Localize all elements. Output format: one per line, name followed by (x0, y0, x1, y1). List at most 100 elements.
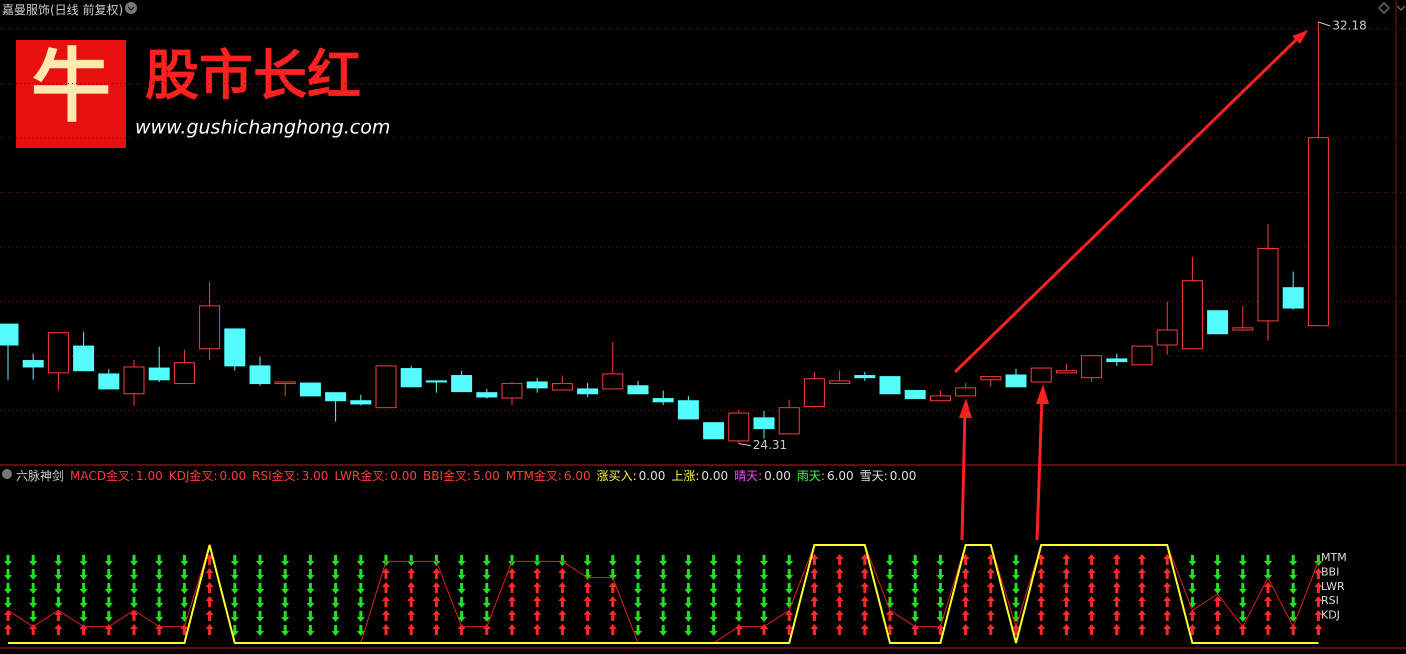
candle-body (299, 382, 321, 397)
indicator-value: 0.00 (701, 469, 729, 483)
down-arrow (1213, 569, 1222, 580)
down-arrow (180, 555, 189, 566)
indicator-name: KDJ金叉: (168, 469, 218, 483)
up-arrow (205, 582, 214, 593)
down-arrow (634, 625, 642, 636)
down-arrow (936, 569, 945, 580)
up-arrow (407, 582, 416, 593)
candle-body (526, 381, 548, 389)
up-arrow (1289, 624, 1298, 635)
up-arrow (533, 610, 542, 621)
low-label: 24.31 (753, 438, 787, 452)
candle-body (1257, 248, 1279, 322)
up-arrow (810, 568, 819, 579)
up-arrow (382, 568, 390, 579)
row-label: LWR (1321, 580, 1345, 593)
up-arrow (1213, 596, 1222, 607)
up-arrow (810, 582, 819, 593)
down-arrow (104, 569, 113, 580)
up-arrow (1037, 610, 1046, 621)
down-arrow (482, 597, 491, 608)
up-arrow (810, 624, 819, 635)
indicator-value: 0.00 (390, 469, 417, 483)
up-arrow (508, 568, 516, 579)
up-arrow (1264, 582, 1272, 593)
candle-body (47, 332, 69, 374)
up-arrow (583, 610, 592, 621)
up-arrow (407, 610, 416, 621)
down-arrow (432, 555, 441, 566)
up-arrow (961, 582, 970, 593)
indicator-header: 六脉神剑 MACD金叉: 1.00 KDJ金叉: 0.00 RSI金叉: 3.00 LWR金… (16, 467, 916, 484)
up-arrow (1213, 610, 1222, 621)
candle-body (778, 407, 800, 435)
dropdown-icon[interactable] (2, 469, 12, 479)
up-arrow (558, 610, 567, 621)
indicator-item: 上涨: 0.00 (671, 467, 728, 484)
up-arrow (382, 596, 390, 607)
down-arrow (1012, 569, 1020, 580)
down-arrow (356, 611, 365, 622)
up-arrow (54, 610, 63, 621)
down-arrow (936, 597, 945, 608)
candle-body (627, 385, 649, 395)
up-arrow (1112, 596, 1121, 607)
row-label: RSI (1321, 594, 1339, 607)
indicator-value: 5.00 (473, 469, 500, 483)
arrow-head (1292, 30, 1308, 44)
up-arrow (860, 568, 869, 579)
up-arrow (1188, 610, 1197, 621)
candle-body (1232, 327, 1254, 331)
down-arrow (230, 569, 239, 580)
down-arrow (583, 555, 592, 566)
down-arrow (256, 583, 264, 594)
up-arrow (130, 610, 138, 621)
annotation-pointer (1318, 21, 1331, 27)
up-arrow (860, 596, 869, 607)
candle-body (551, 383, 573, 391)
row-label: MTM (1321, 551, 1347, 564)
down-arrow (306, 611, 315, 622)
indicator-value: 0.00 (764, 469, 791, 483)
up-arrow (1138, 624, 1146, 635)
up-arrow (1087, 568, 1096, 579)
up-arrow (130, 624, 138, 635)
down-arrow (281, 597, 290, 608)
up-arrow (1213, 624, 1222, 635)
down-arrow (709, 611, 718, 622)
up-arrow (986, 582, 995, 593)
up-arrow (835, 596, 844, 607)
candle-body (703, 422, 725, 440)
indicator-item: RSI金叉: 3.00 (252, 467, 328, 484)
up-arrow (1138, 554, 1146, 565)
diamond-icon[interactable] (1378, 2, 1390, 14)
indicator-value: 3.00 (301, 469, 329, 483)
down-arrow (1264, 569, 1272, 580)
candle-body (1131, 345, 1153, 366)
menu-icon[interactable] (1396, 5, 1406, 11)
down-arrow (659, 625, 668, 636)
up-arrow (1062, 596, 1071, 607)
down-arrow (734, 583, 743, 594)
up-arrow (860, 582, 869, 593)
up-arrow (1062, 610, 1071, 621)
up-arrow (1314, 610, 1323, 621)
dropdown-icon[interactable] (125, 2, 137, 14)
up-arrow (583, 596, 592, 607)
up-arrow (382, 610, 390, 621)
row-label: BBI (1321, 565, 1339, 578)
up-arrow (382, 582, 390, 593)
candle-body (955, 387, 977, 397)
arrow-head (1036, 384, 1049, 404)
up-arrow (810, 610, 819, 621)
down-arrow (886, 569, 894, 580)
up-arrow (810, 596, 819, 607)
down-arrow (281, 611, 290, 622)
down-arrow (331, 625, 340, 636)
down-arrow (684, 569, 693, 580)
up-arrow (1264, 596, 1272, 607)
candle-body (0, 323, 19, 346)
down-arrow (684, 555, 693, 566)
